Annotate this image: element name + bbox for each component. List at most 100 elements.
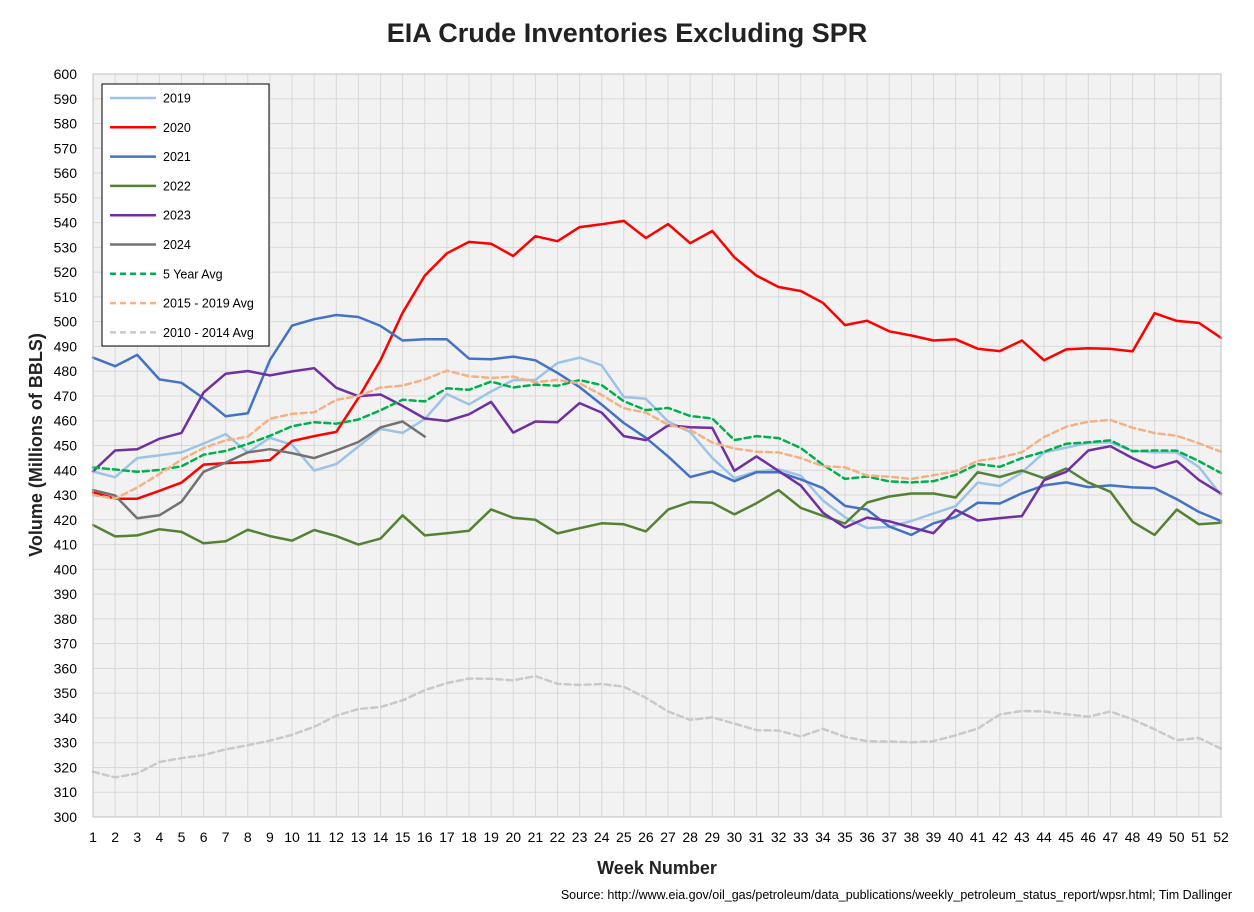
x-tick-label: 45 <box>1058 829 1074 845</box>
x-tick-label: 22 <box>550 829 566 845</box>
x-tick-label: 44 <box>1036 829 1052 845</box>
y-tick-label: 360 <box>54 660 78 676</box>
x-tick-label: 32 <box>771 829 787 845</box>
y-tick-label: 560 <box>54 165 78 181</box>
x-tick-label: 38 <box>904 829 920 845</box>
y-tick-label: 500 <box>54 314 78 330</box>
legend-entry: 2010 - 2014 Avg <box>163 326 254 340</box>
legend-entry: 2015 - 2019 Avg <box>163 297 254 311</box>
legend-entry: 2022 <box>163 179 191 193</box>
y-tick-label: 320 <box>54 759 78 775</box>
y-tick-label: 450 <box>54 438 78 454</box>
series-line-2021 <box>91 313 1223 537</box>
y-tick-label: 330 <box>54 735 78 751</box>
y-tick-label: 340 <box>54 710 78 726</box>
legend-entry: 2019 <box>163 92 191 106</box>
x-tick-label: 10 <box>284 829 300 845</box>
x-tick-label: 23 <box>572 829 588 845</box>
x-tick-label: 47 <box>1103 829 1119 845</box>
y-tick-label: 310 <box>54 784 78 800</box>
y-tick-label: 600 <box>54 66 78 82</box>
y-tick-label: 380 <box>54 611 78 627</box>
x-tick-label: 19 <box>483 829 499 845</box>
legend-entry: 2024 <box>163 238 191 252</box>
x-tick-label: 15 <box>395 829 411 845</box>
x-tick-label: 27 <box>660 829 676 845</box>
x-tick-label: 36 <box>859 829 875 845</box>
series-line-2024 <box>91 420 427 520</box>
x-tick-label: 35 <box>837 829 853 845</box>
series-line-2022 <box>91 467 1223 546</box>
x-tick-label: 50 <box>1169 829 1185 845</box>
legend-entry: 2021 <box>163 150 191 164</box>
y-tick-label: 410 <box>54 537 78 553</box>
y-tick-label: 370 <box>54 636 78 652</box>
x-tick-label: 7 <box>222 829 230 845</box>
x-tick-label: 52 <box>1213 829 1229 845</box>
series-line-2023 <box>91 366 1223 535</box>
x-tick-label: 13 <box>351 829 367 845</box>
legend-entry: 5 Year Avg <box>163 267 223 281</box>
x-tick-label: 21 <box>528 829 544 845</box>
y-tick-label: 390 <box>54 586 78 602</box>
x-tick-label: 30 <box>727 829 743 845</box>
y-axis-label: Volume (Millions of BBLS) <box>26 333 46 557</box>
axis-ticks: 3003103203303403503603703803904004104204… <box>54 66 1229 845</box>
x-tick-label: 26 <box>638 829 654 845</box>
x-tick-label: 8 <box>244 829 252 845</box>
series-line-2015-2019-avg <box>91 369 1223 500</box>
x-tick-label: 41 <box>970 829 986 845</box>
x-tick-label: 3 <box>133 829 141 845</box>
x-axis-label: Week Number <box>597 858 717 878</box>
x-tick-label: 12 <box>329 829 345 845</box>
x-tick-label: 40 <box>948 829 964 845</box>
y-tick-label: 570 <box>54 140 78 156</box>
x-tick-label: 18 <box>461 829 477 845</box>
x-tick-label: 5 <box>178 829 186 845</box>
x-tick-label: 46 <box>1081 829 1097 845</box>
y-tick-label: 470 <box>54 388 78 404</box>
x-tick-label: 37 <box>881 829 897 845</box>
x-tick-label: 1 <box>89 829 97 845</box>
y-tick-label: 550 <box>54 190 78 206</box>
x-tick-label: 2 <box>111 829 119 845</box>
series-lines <box>91 219 1223 779</box>
y-tick-label: 400 <box>54 561 78 577</box>
x-tick-label: 31 <box>749 829 765 845</box>
x-tick-label: 16 <box>417 829 433 845</box>
x-tick-label: 11 <box>307 829 322 845</box>
chart-title: EIA Crude Inventories Excluding SPR <box>386 18 868 48</box>
x-tick-label: 34 <box>815 829 831 845</box>
y-tick-label: 420 <box>54 512 78 528</box>
plot-border <box>92 73 1222 818</box>
y-tick-label: 490 <box>54 338 78 354</box>
x-tick-label: 6 <box>200 829 208 845</box>
x-tick-label: 28 <box>682 829 698 845</box>
source-note: Source: http://www.eia.gov/oil_gas/petro… <box>560 888 1232 902</box>
x-tick-label: 9 <box>266 829 274 845</box>
y-tick-label: 350 <box>54 685 78 701</box>
legend-entry: 2020 <box>163 121 191 135</box>
x-tick-label: 43 <box>1014 829 1030 845</box>
y-tick-label: 590 <box>54 91 78 107</box>
x-tick-label: 42 <box>992 829 1008 845</box>
x-tick-label: 29 <box>705 829 721 845</box>
x-tick-label: 4 <box>155 829 163 845</box>
series-line-2010-2014-avg <box>91 674 1223 779</box>
y-tick-label: 510 <box>54 289 78 305</box>
x-tick-label: 33 <box>793 829 809 845</box>
legend: 2019 2020 2021 2022 2023 2024 5 Year Avg 2015 -… <box>101 83 270 347</box>
y-tick-label: 430 <box>54 487 78 503</box>
y-tick-label: 460 <box>54 413 78 429</box>
y-tick-label: 300 <box>54 809 78 825</box>
x-tick-label: 14 <box>373 829 389 845</box>
y-tick-label: 540 <box>54 215 78 231</box>
x-tick-label: 25 <box>616 829 632 845</box>
x-tick-label: 24 <box>594 829 610 845</box>
y-tick-label: 440 <box>54 462 78 478</box>
x-tick-label: 49 <box>1147 829 1163 845</box>
x-tick-label: 51 <box>1191 829 1207 845</box>
x-tick-label: 39 <box>926 829 942 845</box>
x-tick-label: 48 <box>1125 829 1141 845</box>
